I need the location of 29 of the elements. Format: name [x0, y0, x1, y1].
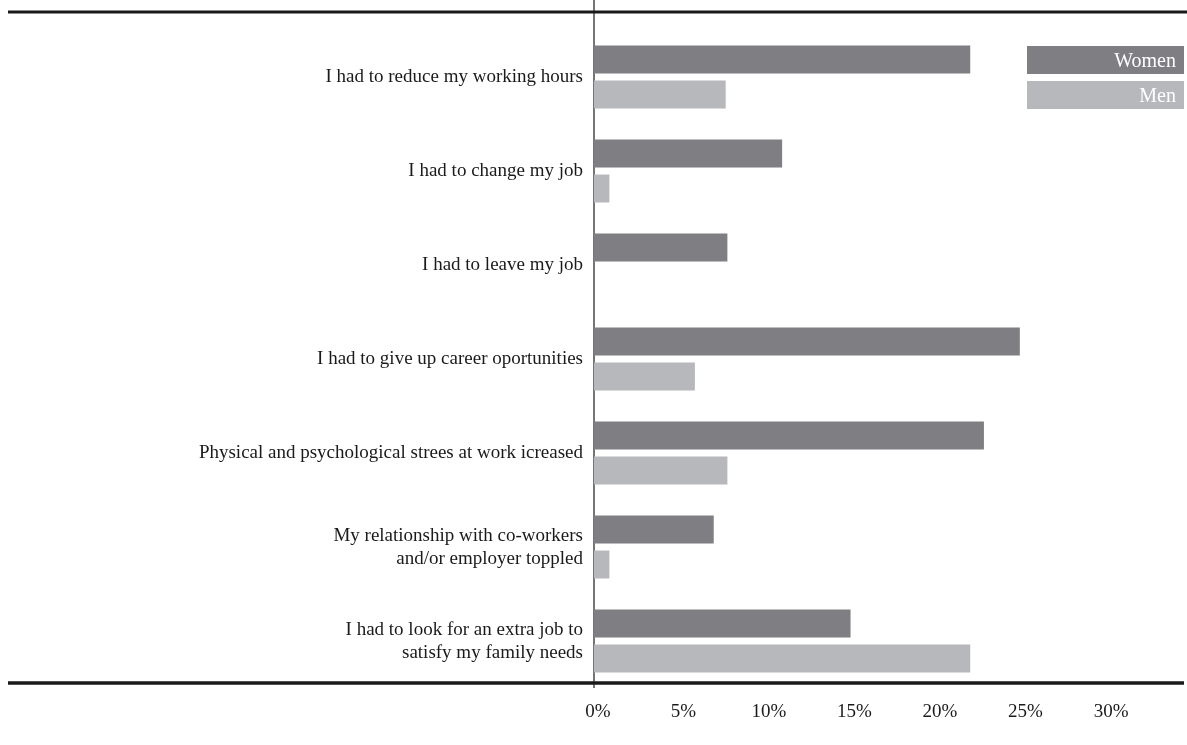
x-tick-label: 10%	[751, 700, 787, 721]
x-tick-label: 5%	[670, 700, 697, 721]
bar	[594, 550, 610, 579]
legend-key: Women	[1027, 46, 1184, 74]
bar	[594, 80, 726, 109]
x-tick-label: 30%	[1093, 700, 1129, 721]
x-tick-label: 15%	[837, 700, 873, 721]
bar	[594, 609, 851, 638]
bar	[594, 456, 728, 485]
y-tick-label: I had to look for an extra job to satisfy my family needs	[345, 617, 583, 661]
bar	[594, 515, 714, 544]
bar	[594, 233, 728, 262]
bar	[594, 362, 695, 391]
bar	[594, 327, 1020, 356]
bar	[594, 139, 783, 168]
bar	[594, 421, 984, 450]
y-tick-label: I had to leave my job	[422, 252, 583, 274]
legend-key: Men	[1027, 81, 1184, 109]
y-tick-label: I had to reduce my working hours	[325, 64, 583, 86]
x-tick-label: 25%	[1008, 700, 1044, 721]
y-tick-label: I had to give up career oportunities	[317, 346, 583, 368]
bar	[594, 174, 610, 203]
y-tick-label: I had to change my job	[408, 158, 583, 180]
y-tick-label: Physical and psychological strees at work icreased	[198, 440, 584, 462]
bar	[594, 644, 971, 673]
y-tick-label: My relationship with co-workers and/or employer toppled	[333, 523, 584, 567]
bar	[594, 45, 971, 74]
x-tick-label: 0%	[585, 700, 611, 721]
x-tick-label: 20%	[922, 700, 958, 721]
